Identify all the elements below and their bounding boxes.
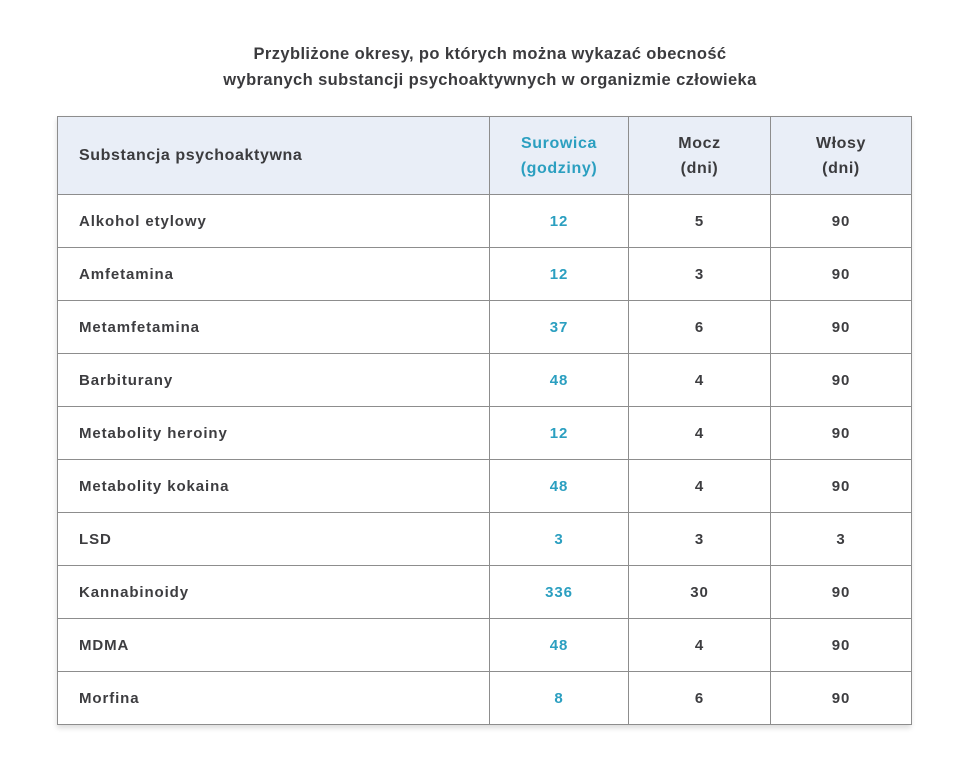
table-header: Substancja psychoaktywna Surowica (godzi… xyxy=(57,116,912,195)
substance-cell: LSD xyxy=(57,512,490,566)
table-row: Metabolity heroiny 12 4 90 xyxy=(57,406,912,460)
substances-table-container: Substancja psychoaktywna Surowica (godzi… xyxy=(57,116,912,725)
table-row: Alkohol etylowy 12 5 90 xyxy=(57,194,912,248)
serum-cell: 3 xyxy=(489,512,629,566)
table-row: Kannabinoidy 336 30 90 xyxy=(57,565,912,619)
table-row: LSD 3 3 3 xyxy=(57,512,912,566)
table-row: Metabolity kokaina 48 4 90 xyxy=(57,459,912,513)
substance-cell: Metabolity kokaina xyxy=(57,459,490,513)
serum-cell: 12 xyxy=(489,406,629,460)
page-title: Przybliżone okresy, po których można wyk… xyxy=(60,41,920,93)
serum-cell: 8 xyxy=(489,671,629,725)
urine-cell: 30 xyxy=(628,565,771,619)
urine-cell: 4 xyxy=(628,406,771,460)
urine-cell: 6 xyxy=(628,300,771,354)
substance-cell: Morfina xyxy=(57,671,490,725)
header-serum-line2: (godziny) xyxy=(520,159,598,177)
urine-cell: 3 xyxy=(628,512,771,566)
serum-cell: 12 xyxy=(489,194,629,248)
substance-cell: Metamfetamina xyxy=(57,300,490,354)
page-title-line1: Przybliżone okresy, po których można wyk… xyxy=(253,45,727,63)
header-substance: Substancja psychoaktywna xyxy=(57,116,490,195)
urine-cell: 4 xyxy=(628,353,771,407)
hair-cell: 90 xyxy=(770,618,912,672)
hair-cell: 90 xyxy=(770,353,912,407)
page-title-line2: wybranych substancji psychoaktywnych w o… xyxy=(223,71,757,89)
substance-cell: MDMA xyxy=(57,618,490,672)
header-serum-line1: Surowica xyxy=(521,134,597,152)
hair-cell: 90 xyxy=(770,459,912,513)
header-urine-line2: (dni) xyxy=(680,159,719,177)
urine-cell: 6 xyxy=(628,671,771,725)
substance-cell: Amfetamina xyxy=(57,247,490,301)
hair-cell: 3 xyxy=(770,512,912,566)
hair-cell: 90 xyxy=(770,194,912,248)
hair-cell: 90 xyxy=(770,565,912,619)
table-row: MDMA 48 4 90 xyxy=(57,618,912,672)
substance-cell: Kannabinoidy xyxy=(57,565,490,619)
table-body: Alkohol etylowy 12 5 90 Amfetamina 12 3 … xyxy=(57,194,912,725)
urine-cell: 5 xyxy=(628,194,771,248)
hair-cell: 90 xyxy=(770,247,912,301)
hair-cell: 90 xyxy=(770,300,912,354)
header-urine: Mocz (dni) xyxy=(628,116,771,195)
header-serum: Surowica (godziny) xyxy=(489,116,629,195)
header-hair-line2: (dni) xyxy=(822,159,860,177)
urine-cell: 4 xyxy=(628,618,771,672)
table-row: Barbiturany 48 4 90 xyxy=(57,353,912,407)
serum-cell: 48 xyxy=(489,459,629,513)
substance-cell: Metabolity heroiny xyxy=(57,406,490,460)
substances-table: Substancja psychoaktywna Surowica (godzi… xyxy=(57,116,912,725)
hair-cell: 90 xyxy=(770,671,912,725)
serum-cell: 37 xyxy=(489,300,629,354)
urine-cell: 4 xyxy=(628,459,771,513)
substance-cell: Alkohol etylowy xyxy=(57,194,490,248)
table-row: Morfina 8 6 90 xyxy=(57,671,912,725)
table-row: Metamfetamina 37 6 90 xyxy=(57,300,912,354)
serum-cell: 48 xyxy=(489,618,629,672)
header-hair: Włosy (dni) xyxy=(770,116,912,195)
header-urine-line1: Mocz xyxy=(678,134,721,152)
serum-cell: 12 xyxy=(489,247,629,301)
header-row: Substancja psychoaktywna Surowica (godzi… xyxy=(57,116,912,195)
table-row: Amfetamina 12 3 90 xyxy=(57,247,912,301)
substance-cell: Barbiturany xyxy=(57,353,490,407)
serum-cell: 336 xyxy=(489,565,629,619)
urine-cell: 3 xyxy=(628,247,771,301)
serum-cell: 48 xyxy=(489,353,629,407)
hair-cell: 90 xyxy=(770,406,912,460)
header-hair-line1: Włosy xyxy=(815,134,867,152)
